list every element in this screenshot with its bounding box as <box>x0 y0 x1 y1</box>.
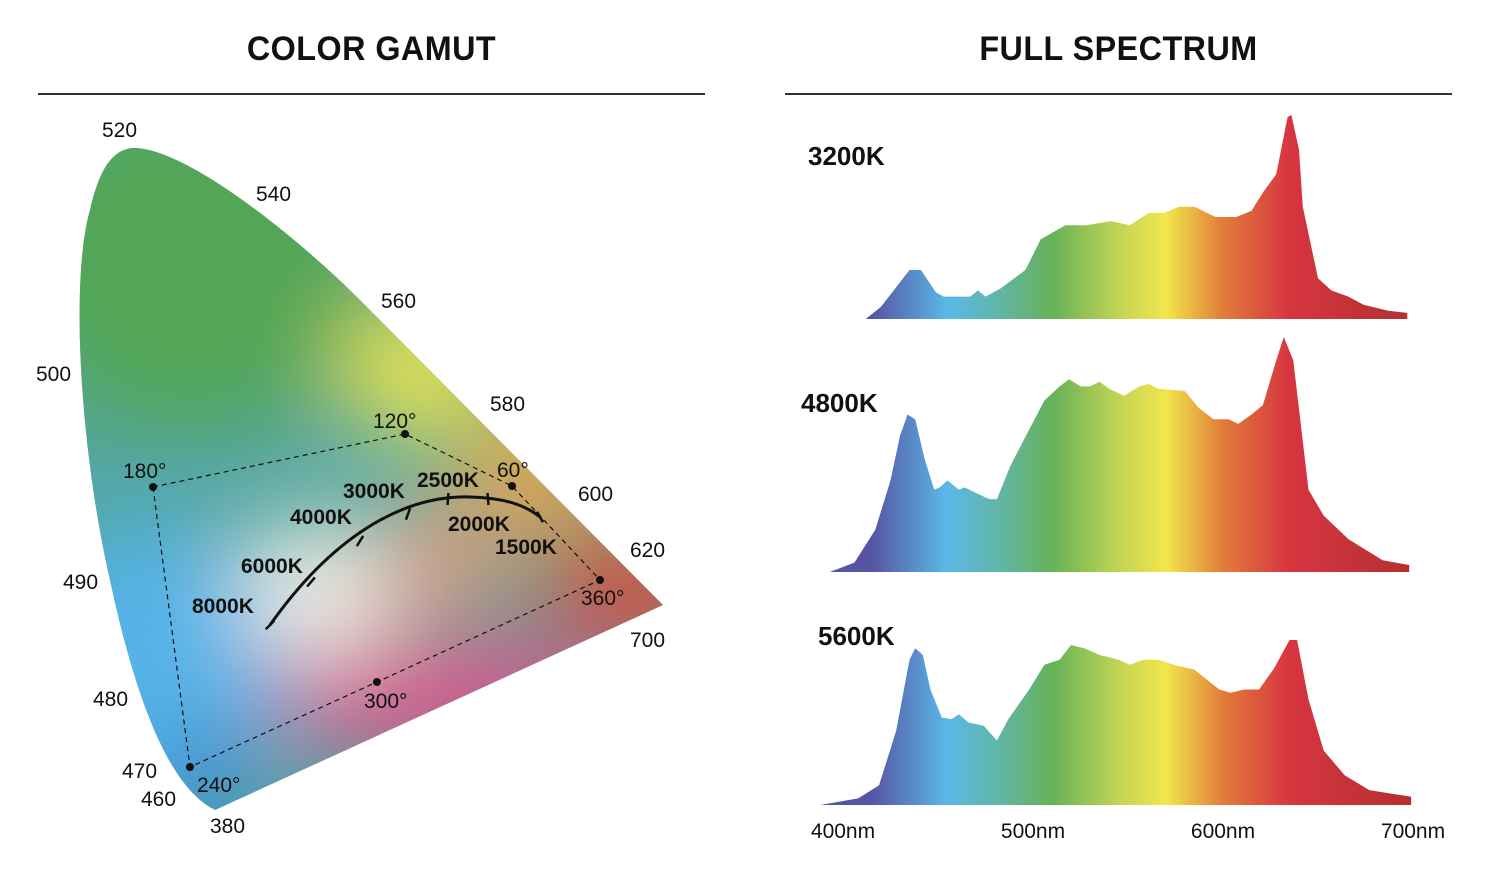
wavelength-label: 470 <box>122 760 157 783</box>
cct-tick <box>264 619 276 631</box>
hue-label: 240° <box>197 774 240 797</box>
cct-tick <box>446 492 450 506</box>
wavelength-label: 520 <box>102 119 137 142</box>
cct-label: 6000K <box>241 555 303 578</box>
spectrum-series-label: 4800K <box>801 388 878 418</box>
cct-tick <box>535 511 545 523</box>
hue-label: 60° <box>497 459 529 482</box>
hue-point <box>596 576 604 584</box>
wavelength-label: 580 <box>490 393 525 416</box>
hue-point <box>401 430 409 438</box>
planckian-locus <box>268 495 541 626</box>
spectrum-series-label: 3200K <box>808 141 885 171</box>
cct-label: 1500K <box>495 536 557 559</box>
wavelength-label: 560 <box>381 290 416 313</box>
color-gamut-divider <box>38 93 705 95</box>
x-tick-label: 500nm <box>1001 820 1065 843</box>
wavelength-label: 490 <box>63 571 98 594</box>
cct-tick <box>355 535 365 547</box>
cct-tick <box>486 492 490 506</box>
hue-label: 300° <box>364 690 407 713</box>
hue-point <box>149 483 157 491</box>
hue-label: 180° <box>123 460 166 483</box>
x-tick-label: 600nm <box>1191 820 1255 843</box>
spectrum-series-label: 5600K <box>818 621 895 651</box>
cct-label: 4000K <box>290 506 352 529</box>
hue-point <box>508 482 516 490</box>
wavelength-label: 540 <box>256 183 291 206</box>
full-spectrum-divider <box>785 93 1452 95</box>
hue-label: 360° <box>581 587 624 610</box>
cct-tick <box>306 576 316 588</box>
hue-point <box>373 678 381 686</box>
chromaticity-horseshoe <box>79 148 663 810</box>
wavelength-label: 460 <box>141 788 176 811</box>
cct-label: 3000K <box>343 480 405 503</box>
full-spectrum-title: FULL SPECTRUM <box>979 30 1258 68</box>
cct-label: 2000K <box>448 513 510 536</box>
cct-label: 2500K <box>417 469 479 492</box>
spectrum-area-4800k <box>829 337 1410 572</box>
color-gamut-diagram: 520 540 560 580 600 620 700 500 490 480 470 460 380 1… <box>36 119 665 838</box>
spectrum-area-5600k <box>820 640 1412 805</box>
x-tick-label: 400nm <box>811 820 875 843</box>
hue-point <box>186 763 194 771</box>
x-tick-label: 700nm <box>1381 820 1445 843</box>
wavelength-label: 600 <box>578 483 613 506</box>
color-gamut-title: COLOR GAMUT <box>246 30 497 68</box>
wavelength-label: 380 <box>210 815 245 838</box>
wavelength-label: 620 <box>630 539 665 562</box>
cct-label: 8000K <box>192 595 254 618</box>
wavelength-label: 500 <box>36 363 71 386</box>
wavelength-label: 480 <box>93 688 128 711</box>
spectrum-area-3200k <box>865 115 1408 319</box>
hue-label: 120° <box>373 410 416 433</box>
cct-tick <box>404 507 412 521</box>
wavelength-label: 700 <box>630 629 665 652</box>
